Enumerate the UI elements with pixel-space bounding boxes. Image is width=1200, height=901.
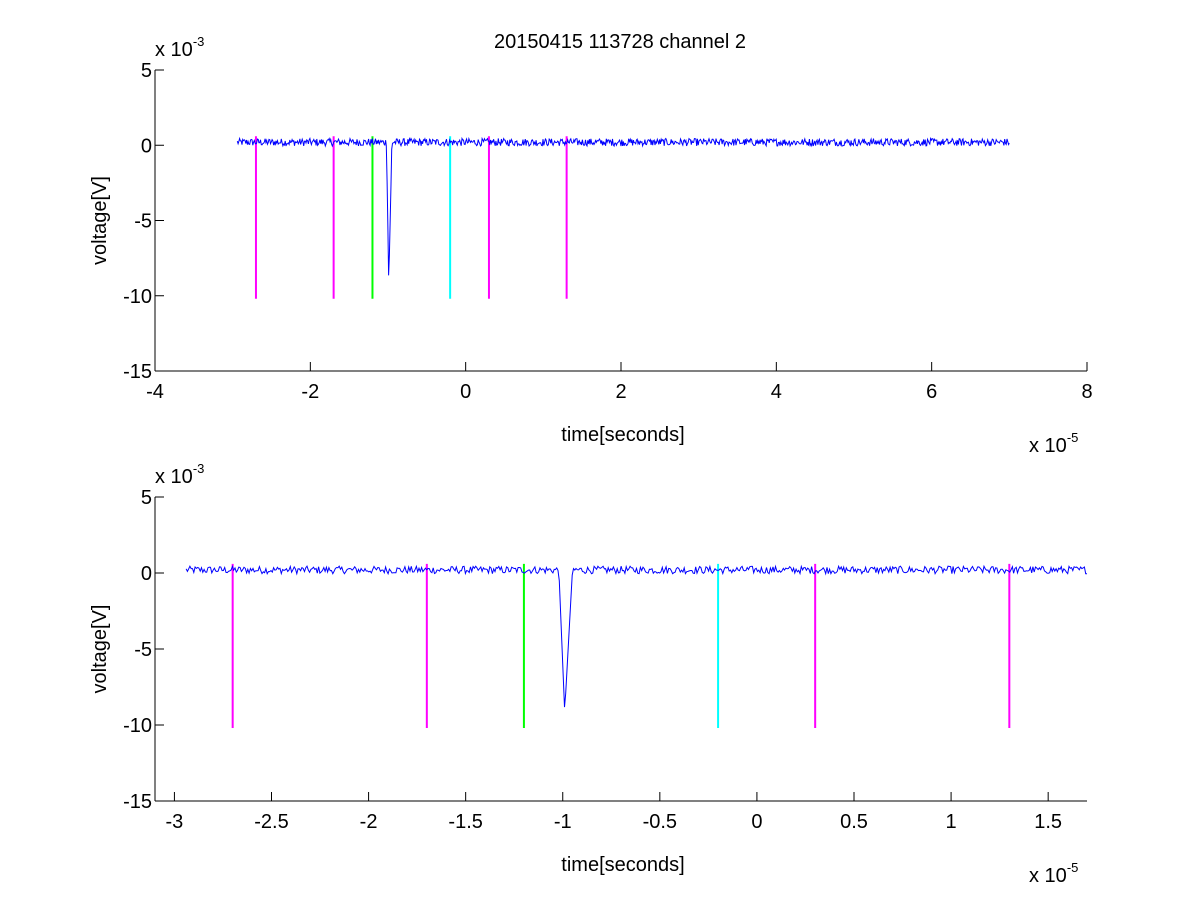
y-tick-label: -10 [123, 715, 152, 737]
y-tick-label: -10 [123, 286, 152, 308]
x-tick-label: 1 [946, 811, 957, 833]
x-tick-label: 0 [460, 381, 471, 403]
figure-title: 20150415 113728 channel 2 [494, 31, 746, 53]
signal-line [236, 136, 1010, 276]
y-multiplier: x 10-3 [155, 461, 204, 488]
x-tick-label: -2.5 [254, 811, 288, 833]
x-tick-label: -1 [554, 811, 572, 833]
bottom-subplot: -3 -2.5 -2 -1.5 -1 -0.5 0 0.5 1 1.5 5 0 -5 -10 -15 time… [89, 461, 1087, 887]
x-tick-label: -1.5 [448, 811, 482, 833]
y-tick-label: 0 [141, 563, 152, 585]
x-tick-label: 6 [926, 381, 937, 403]
x-tick-label: 4 [771, 381, 782, 403]
y-multiplier-exponent: -3 [193, 34, 205, 49]
x-tick-label: -3 [166, 811, 184, 833]
x-multiplier: x 10-5 [1029, 430, 1078, 457]
x-axis-label: time[seconds] [561, 424, 684, 446]
x-multiplier-exponent: -5 [1067, 430, 1079, 445]
x-tick-label: -2 [301, 381, 319, 403]
x-tick-label: 8 [1081, 381, 1092, 403]
y-tick-label: -15 [123, 361, 152, 383]
x-tick-label: -4 [146, 381, 164, 403]
y-axis-label: voltage[V] [89, 176, 111, 265]
y-multiplier-exponent: -3 [193, 461, 205, 476]
y-tick-label: 5 [141, 487, 152, 509]
top-subplot: -4 -2 0 2 4 6 8 5 0 -5 -10 -15 time[seconds] voltage[… [89, 34, 1093, 457]
signal-line [185, 564, 1087, 708]
x-multiplier-exponent: -5 [1067, 860, 1079, 875]
x-tick-label: 0 [751, 811, 762, 833]
y-tick-label: 5 [141, 60, 152, 82]
y-axis-label: voltage[V] [89, 605, 111, 694]
x-multiplier: x 10-5 [1029, 860, 1078, 887]
x-tick-label: 1.5 [1034, 811, 1062, 833]
x-tick-label: 2 [615, 381, 626, 403]
y-tick-label: -15 [123, 791, 152, 813]
y-tick-label: -5 [134, 639, 152, 661]
x-tick-label: -2 [360, 811, 378, 833]
x-axis-label: time[seconds] [561, 854, 684, 876]
x-tick-label: 0.5 [840, 811, 868, 833]
y-tick-label: -5 [134, 211, 152, 233]
y-tick-label: 0 [141, 135, 152, 157]
x-tick-label: -0.5 [643, 811, 677, 833]
